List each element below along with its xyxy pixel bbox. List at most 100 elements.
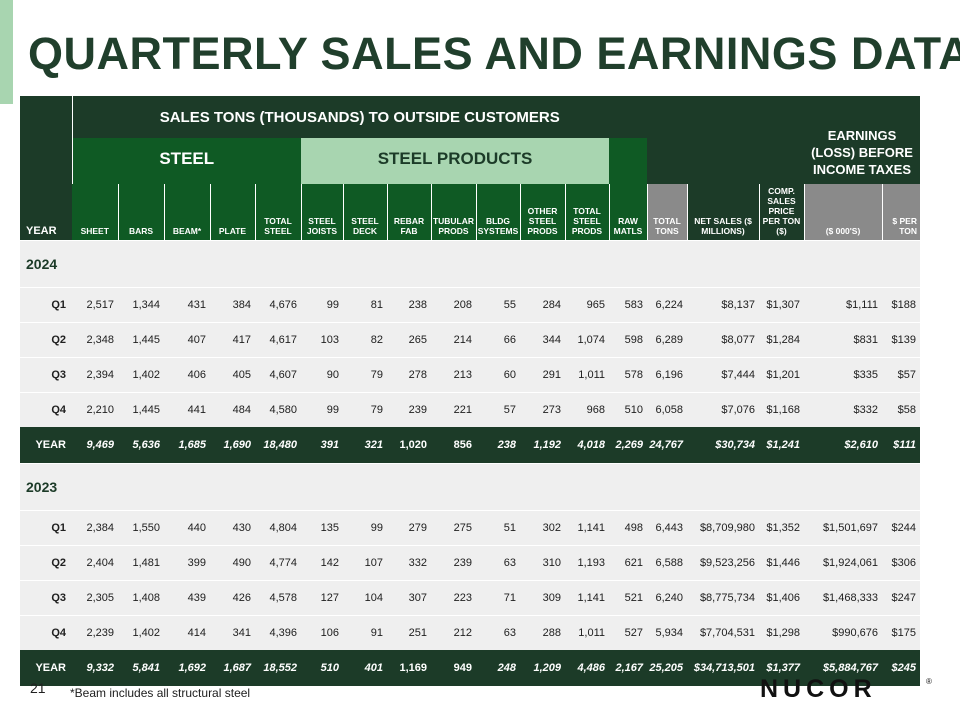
total-cell: $2,610	[804, 426, 882, 463]
total-tons-header-bg	[647, 96, 687, 184]
total-cell: $30,734	[687, 426, 759, 463]
steel-products-group-header: STEEL PRODUCTS	[301, 138, 609, 180]
table-cell: 1,011	[565, 614, 609, 650]
table-row: Q1 2,517 1,344 431 384 4,676 99 81 238 208 55 284 96…	[20, 286, 920, 322]
table-cell: 238	[387, 286, 431, 322]
total-cell: 949	[431, 649, 476, 686]
col-header-tubular-prods: TUBULAR PRODS	[431, 184, 477, 240]
col-header-raw-matls: RAW MATLS	[609, 184, 648, 240]
total-cell: 401	[343, 649, 387, 686]
table-cell: $1,307	[759, 286, 804, 322]
total-cell: 24,767	[647, 426, 687, 463]
table-row: Q3 2,394 1,402 406 405 4,607 90 79 278 213 60 291 1,…	[20, 356, 920, 392]
table-cell: 1,445	[118, 391, 164, 427]
table-cell: 407	[164, 321, 210, 357]
table-cell: $1,168	[759, 391, 804, 427]
table-cell: 598	[609, 321, 647, 357]
quarter-label: Q1	[20, 509, 72, 545]
table-cell: 1,481	[118, 544, 164, 580]
table-cell: 6,196	[647, 356, 687, 392]
table-cell: 71	[476, 579, 520, 615]
total-cell: 2,269	[609, 426, 647, 463]
table-cell: $990,676	[804, 614, 882, 650]
table-cell: $1,352	[759, 509, 804, 545]
table-cell: 6,588	[647, 544, 687, 580]
table-cell: 621	[609, 544, 647, 580]
col-header-bars: BARS	[118, 184, 165, 240]
table-cell: 1,550	[118, 509, 164, 545]
footnote: *Beam includes all structural steel	[70, 686, 251, 700]
table-cell: 2,384	[72, 509, 118, 545]
table-cell: $1,284	[759, 321, 804, 357]
total-cell: 18,552	[255, 649, 301, 686]
section-2023: 2023 Q1 2,384 1,550 440 430 4,804 135 99 279 275 51…	[20, 462, 920, 686]
total-cell: 510	[301, 649, 343, 686]
table-cell: 288	[520, 614, 565, 650]
total-cell: $34,713,501	[687, 649, 759, 686]
table-cell: 399	[164, 544, 210, 580]
col-header-earnings-total: ($ 000'S)	[804, 184, 883, 240]
nucor-logo: NUCOR ®	[760, 676, 932, 702]
total-cell: 321	[343, 426, 387, 463]
table-cell: $175	[882, 614, 920, 650]
table-cell: 265	[387, 321, 431, 357]
table-cell: 291	[520, 356, 565, 392]
table-cell: 2,210	[72, 391, 118, 427]
steel-band-fill	[72, 180, 301, 184]
total-cell: 9,332	[72, 649, 118, 686]
table-cell: 2,394	[72, 356, 118, 392]
table-cell: $139	[882, 321, 920, 357]
table-cell: $8,775,734	[687, 579, 759, 615]
table-cell: 127	[301, 579, 343, 615]
total-cell: 5,841	[118, 649, 164, 686]
table-cell: 1,074	[565, 321, 609, 357]
earnings-header: EARNINGS (LOSS) BEFORE INCOME TAXES	[804, 96, 920, 180]
table-cell: $1,468,333	[804, 579, 882, 615]
table-cell: 2,239	[72, 614, 118, 650]
table-cell: 332	[387, 544, 431, 580]
table-cell: 214	[431, 321, 476, 357]
table-cell: 4,578	[255, 579, 301, 615]
table-cell: 142	[301, 544, 343, 580]
year-total-label: YEAR	[20, 426, 72, 463]
table-row: Q2 2,404 1,481 399 490 4,774 142 107 332 239 63 310…	[20, 544, 920, 580]
table-cell: 91	[343, 614, 387, 650]
table-cell: $7,704,531	[687, 614, 759, 650]
total-cell: 238	[476, 426, 520, 463]
table-cell: 965	[565, 286, 609, 322]
total-cell: 9,469	[72, 426, 118, 463]
table-cell: $8,137	[687, 286, 759, 322]
quarter-label: Q4	[20, 614, 72, 650]
total-cell: $5,884,767	[804, 649, 882, 686]
logo-wordmark: NUCOR	[760, 676, 877, 702]
table-cell: 578	[609, 356, 647, 392]
table-cell: 384	[210, 286, 255, 322]
products-band-fill	[301, 180, 609, 184]
table-cell: 81	[343, 286, 387, 322]
table-cell: 310	[520, 544, 565, 580]
total-cell: 856	[431, 426, 476, 463]
table-cell: $8,709,980	[687, 509, 759, 545]
quarter-label: Q1	[20, 286, 72, 322]
table-cell: 484	[210, 391, 255, 427]
table-cell: $57	[882, 356, 920, 392]
table-row: Q1 2,384 1,550 440 430 4,804 135 99 279 275 51 302 1…	[20, 509, 920, 545]
table-cell: 82	[343, 321, 387, 357]
table-cell: 1,193	[565, 544, 609, 580]
table-cell: 1,402	[118, 614, 164, 650]
table-cell: 414	[164, 614, 210, 650]
table-row: Q4 2,239 1,402 414 341 4,396 106 91 251 212 63 288 1…	[20, 614, 920, 650]
table-cell: $1,111	[804, 286, 882, 322]
table-cell: $1,501,697	[804, 509, 882, 545]
quarter-label: Q2	[20, 321, 72, 357]
net-sales-header-bg	[687, 96, 759, 184]
table-cell: $1,406	[759, 579, 804, 615]
year-total-row: YEAR 9,469 5,636 1,685 1,690 18,480 391 321 1,02…	[20, 426, 920, 463]
table-cell: 2,305	[72, 579, 118, 615]
table-cell: 417	[210, 321, 255, 357]
table-row: Q2 2,348 1,445 407 417 4,617 103 82 265 214 66 344 1…	[20, 321, 920, 357]
table-cell: 1,141	[565, 509, 609, 545]
table-cell: 6,240	[647, 579, 687, 615]
table-cell: 99	[301, 286, 343, 322]
table-cell: $7,076	[687, 391, 759, 427]
